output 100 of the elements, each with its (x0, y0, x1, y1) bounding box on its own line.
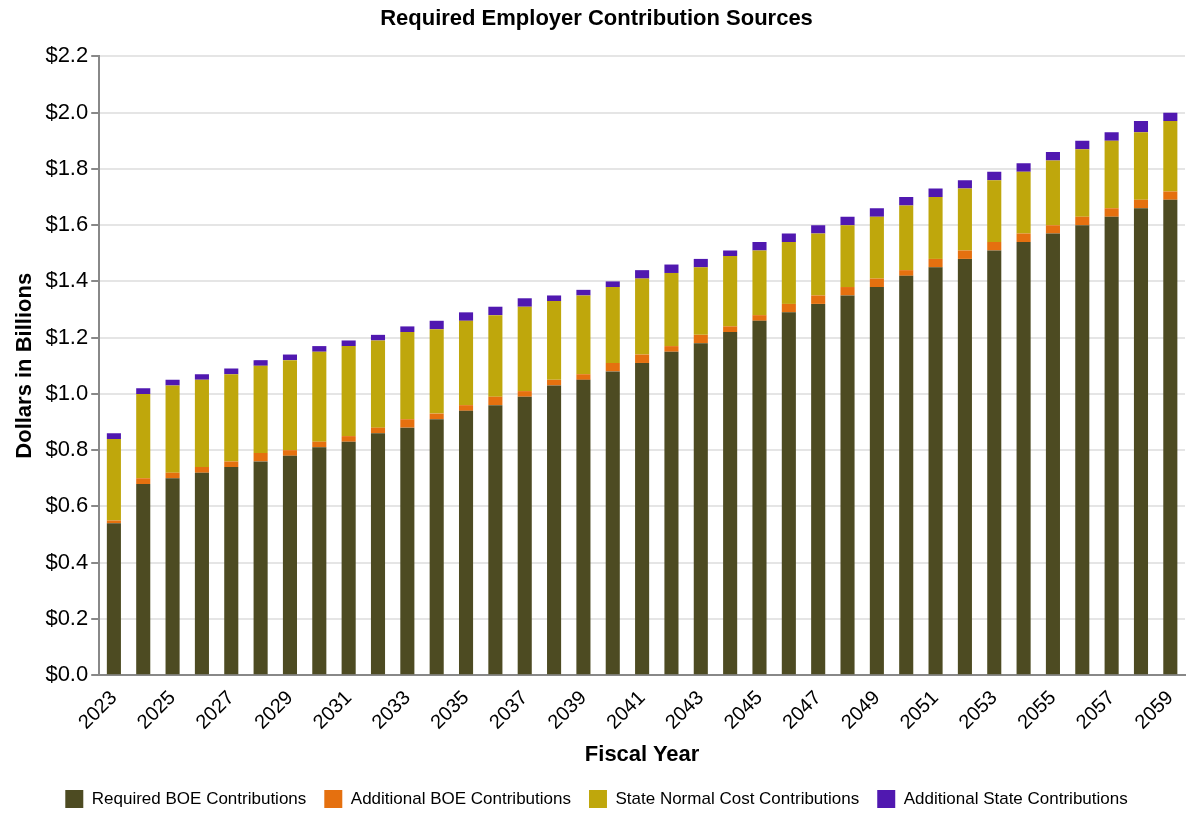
bar (400, 427, 415, 675)
y-tick-label: $1.2 (45, 323, 89, 349)
bar (752, 250, 767, 316)
bar (899, 275, 914, 675)
bar (869, 287, 884, 675)
bar (136, 393, 151, 479)
bar (136, 483, 151, 675)
bar (1016, 242, 1031, 675)
bar (899, 197, 914, 206)
bar (429, 329, 444, 414)
bar (987, 250, 1002, 675)
bar (224, 461, 239, 468)
bar (693, 267, 708, 335)
bar (752, 320, 767, 675)
bar (1016, 171, 1031, 234)
bar (517, 396, 532, 675)
bar (987, 171, 1002, 181)
bar (282, 360, 298, 451)
bar (1104, 140, 1119, 209)
bar (458, 320, 474, 406)
y-tick-label: $1.6 (45, 211, 89, 237)
y-tick-label: $1.0 (45, 379, 89, 405)
bar (840, 216, 855, 226)
bar (840, 295, 855, 675)
legend-label: Additional State Contributions (903, 788, 1128, 808)
bar (488, 396, 503, 406)
bar (1016, 163, 1031, 172)
bar (370, 340, 386, 428)
bar (253, 452, 268, 462)
bar (136, 478, 151, 484)
bar (957, 250, 972, 259)
bar (723, 332, 738, 675)
bar (781, 242, 796, 304)
bar (928, 267, 943, 675)
bar (811, 295, 826, 304)
bar (957, 188, 972, 251)
bar (165, 478, 180, 675)
bar (282, 455, 298, 675)
bar (693, 334, 708, 344)
y-axis-title: Dollars in Billions (11, 272, 37, 459)
bar (811, 303, 826, 675)
bar (458, 405, 474, 411)
bar (1045, 152, 1060, 161)
bar (869, 278, 884, 288)
bar (635, 278, 650, 355)
bar (928, 197, 943, 259)
bar (664, 264, 679, 273)
bar (458, 410, 474, 675)
bar (1075, 216, 1090, 226)
bar (605, 281, 620, 288)
bar (1133, 121, 1149, 133)
bar (928, 258, 943, 268)
y-tick-label: $0.0 (45, 661, 89, 687)
bar (1016, 233, 1031, 243)
bar (811, 225, 826, 234)
bar (1104, 132, 1119, 141)
bar (517, 391, 532, 397)
bar (781, 303, 796, 313)
bar (811, 233, 826, 296)
bar (987, 242, 1002, 251)
bar (429, 419, 444, 675)
bar (341, 441, 356, 675)
bar (1133, 208, 1149, 675)
bar (253, 360, 268, 366)
bar (1163, 191, 1178, 200)
bar (1104, 208, 1119, 217)
bar (194, 379, 209, 468)
bar (517, 306, 532, 392)
bar (693, 343, 708, 675)
bar (1075, 149, 1090, 217)
bar (400, 326, 415, 333)
bar (224, 374, 239, 462)
y-tick-label: $1.8 (45, 154, 89, 180)
bar (282, 450, 298, 456)
legend-label: Additional BOE Contributions (350, 788, 571, 808)
bar (253, 461, 268, 675)
bar (635, 270, 650, 279)
bar (723, 256, 738, 327)
bar (312, 346, 327, 352)
x-axis-title: Fiscal Year (584, 740, 700, 766)
bar (781, 312, 796, 675)
bar (840, 225, 855, 288)
bar (1163, 199, 1178, 675)
bar (1133, 199, 1149, 209)
bar (429, 320, 444, 330)
bar (341, 346, 356, 437)
bar (165, 385, 180, 473)
bar (752, 315, 767, 321)
bar (723, 326, 738, 333)
legend-label: State Normal Cost Contributions (615, 788, 860, 808)
bar (400, 332, 415, 420)
bar (576, 379, 591, 675)
bar (400, 419, 415, 428)
legend-label: Required BOE Contributions (91, 788, 307, 808)
bar (1133, 132, 1149, 200)
bar (1045, 225, 1060, 234)
bar (1163, 121, 1178, 192)
y-tick-label: $0.2 (45, 604, 89, 630)
bar (664, 351, 679, 675)
bar (869, 208, 884, 217)
